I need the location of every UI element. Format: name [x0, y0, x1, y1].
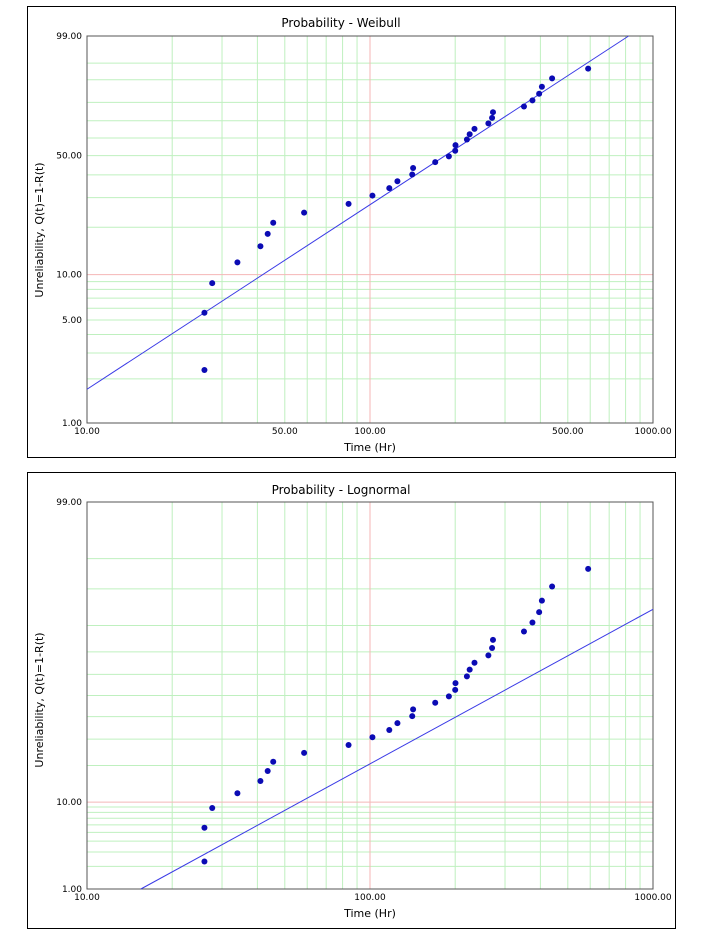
- data-point: [201, 309, 208, 316]
- data-point: [386, 185, 393, 192]
- data-point: [257, 243, 264, 250]
- data-point: [209, 280, 216, 287]
- data-point: [489, 109, 496, 116]
- data-point: [529, 97, 536, 104]
- data-point: [201, 858, 208, 865]
- data-point: [489, 636, 496, 643]
- data-point: [369, 192, 376, 199]
- data-point: [463, 673, 470, 680]
- lognormal-chart-panel: Probability - Lognormal 10.00 100.00 1000.…: [27, 472, 676, 929]
- x-tick-label: 100.00: [354, 427, 386, 437]
- data-point: [410, 706, 417, 713]
- data-point: [386, 727, 393, 734]
- y-tick-label: 1.00: [62, 885, 82, 895]
- y-axis-label: Unreliability, Q(t)=1-R(t): [33, 162, 46, 297]
- data-point: [485, 652, 492, 659]
- x-tick-label: 1000.00: [634, 893, 671, 903]
- data-point: [489, 645, 496, 652]
- data-point: [201, 824, 208, 831]
- data-point: [432, 699, 439, 706]
- data-point: [234, 259, 241, 266]
- data-point: [463, 136, 470, 143]
- x-tick-label: 10.00: [74, 427, 100, 437]
- data-point: [536, 90, 543, 97]
- y-tick-label: 99.00: [56, 498, 82, 508]
- data-point: [345, 200, 352, 207]
- y-tick-label: 99.00: [56, 32, 82, 42]
- y-tick-label: 5.00: [62, 316, 82, 326]
- data-point: [452, 686, 459, 693]
- lognormal-chart: Probability - Lognormal 10.00 100.00 1000.…: [33, 483, 672, 920]
- data-point: [301, 749, 308, 756]
- fit-line: [140, 608, 654, 890]
- x-tick-label: 1000.00: [634, 427, 671, 437]
- data-point: [549, 75, 556, 82]
- data-point: [452, 147, 459, 154]
- weibull-chart-panel: Probability - Weibull 10.00 50.00 100.00 50…: [27, 6, 676, 458]
- y-tick-label: 50.00: [56, 152, 82, 162]
- y-tick-label: 10.00: [56, 798, 82, 808]
- data-point: [471, 659, 478, 666]
- data-point: [466, 131, 473, 138]
- data-point: [264, 230, 271, 237]
- data-point: [585, 65, 592, 72]
- data-point: [445, 693, 452, 700]
- data-point: [529, 619, 536, 626]
- data-point: [452, 680, 459, 687]
- data-point: [409, 713, 416, 720]
- data-point: [270, 219, 277, 226]
- y-axis-label: Unreliability, Q(t)=1-R(t): [33, 632, 46, 767]
- plot-area: [86, 501, 654, 890]
- x-axis-label: Time (Hr): [343, 907, 396, 920]
- y-tick-label: 10.00: [56, 271, 82, 281]
- data-point: [410, 165, 417, 172]
- data-point: [394, 720, 401, 727]
- data-point: [466, 666, 473, 673]
- data-point: [345, 741, 352, 748]
- chart-title: Probability - Lognormal: [272, 483, 411, 497]
- data-point: [585, 565, 592, 572]
- data-point: [520, 103, 527, 110]
- data-point: [549, 583, 556, 590]
- data-point: [257, 777, 264, 784]
- data-point: [264, 768, 271, 775]
- data-point: [445, 153, 452, 160]
- data-point: [270, 758, 277, 765]
- data-point: [301, 209, 308, 216]
- x-tick-label: 100.00: [354, 893, 386, 903]
- data-point: [471, 125, 478, 132]
- data-point: [409, 171, 416, 178]
- data-point: [234, 790, 241, 797]
- x-tick-label: 500.00: [552, 427, 584, 437]
- data-point: [536, 609, 543, 616]
- x-tick-label: 50.00: [272, 427, 298, 437]
- data-point: [538, 597, 545, 604]
- plot-area: [86, 35, 654, 424]
- data-point: [489, 114, 496, 121]
- data-point: [432, 159, 439, 166]
- y-tick-label: 1.00: [62, 419, 82, 429]
- chart-title: Probability - Weibull: [281, 16, 400, 30]
- x-tick-label: 10.00: [74, 893, 100, 903]
- data-point: [452, 142, 459, 149]
- fit-line: [86, 35, 629, 390]
- data-point: [369, 734, 376, 741]
- data-point: [201, 366, 208, 373]
- data-point: [394, 178, 401, 185]
- data-point: [538, 83, 545, 90]
- weibull-chart: Probability - Weibull 10.00 50.00 100.00 50…: [33, 16, 672, 454]
- x-axis-label: Time (Hr): [343, 441, 396, 454]
- data-point: [520, 628, 527, 635]
- data-point: [209, 805, 216, 812]
- data-point: [485, 120, 492, 127]
